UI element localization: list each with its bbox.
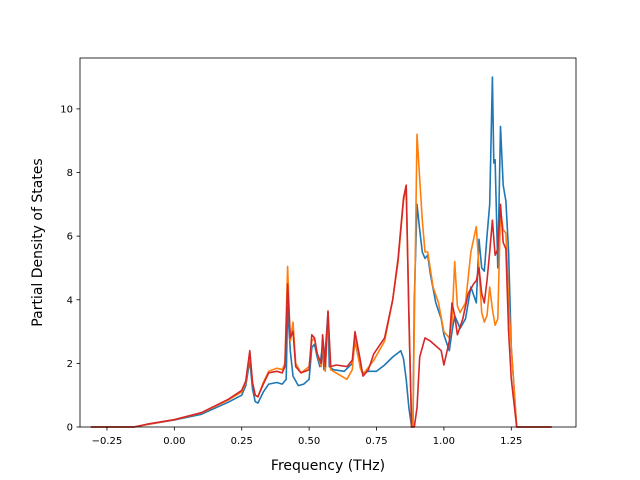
series-line-1 <box>90 76 552 428</box>
x-tick-label: 1.25 <box>500 436 522 447</box>
y-tick-label: 4 <box>67 295 73 306</box>
y-axis: 0 2 4 6 8 10 <box>60 104 80 434</box>
y-tick-label: 0 <box>67 423 73 434</box>
x-tick-label: 1.00 <box>433 436 455 447</box>
x-axis-label: Frequency (THz) <box>271 458 385 474</box>
x-tick-label: 0.00 <box>163 436 185 447</box>
x-tick-label: 0.25 <box>231 436 253 447</box>
y-tick-label: 8 <box>67 168 73 179</box>
x-tick-label: 0.50 <box>298 436 320 447</box>
x-tick-label: −0.25 <box>92 436 123 447</box>
series-line-3 <box>90 184 552 428</box>
plot-frame <box>79 57 577 428</box>
x-tick-label: 0.75 <box>365 436 387 447</box>
y-tick-label: 10 <box>60 104 73 115</box>
y-tick-label: 2 <box>67 359 73 370</box>
y-tick-label: 6 <box>67 232 73 243</box>
x-axis: −0.25 0.00 0.25 0.50 0.75 1.00 1.25 <box>92 427 522 447</box>
y-axis-label: Partial Density of States <box>30 158 46 326</box>
series-layer <box>90 76 552 428</box>
